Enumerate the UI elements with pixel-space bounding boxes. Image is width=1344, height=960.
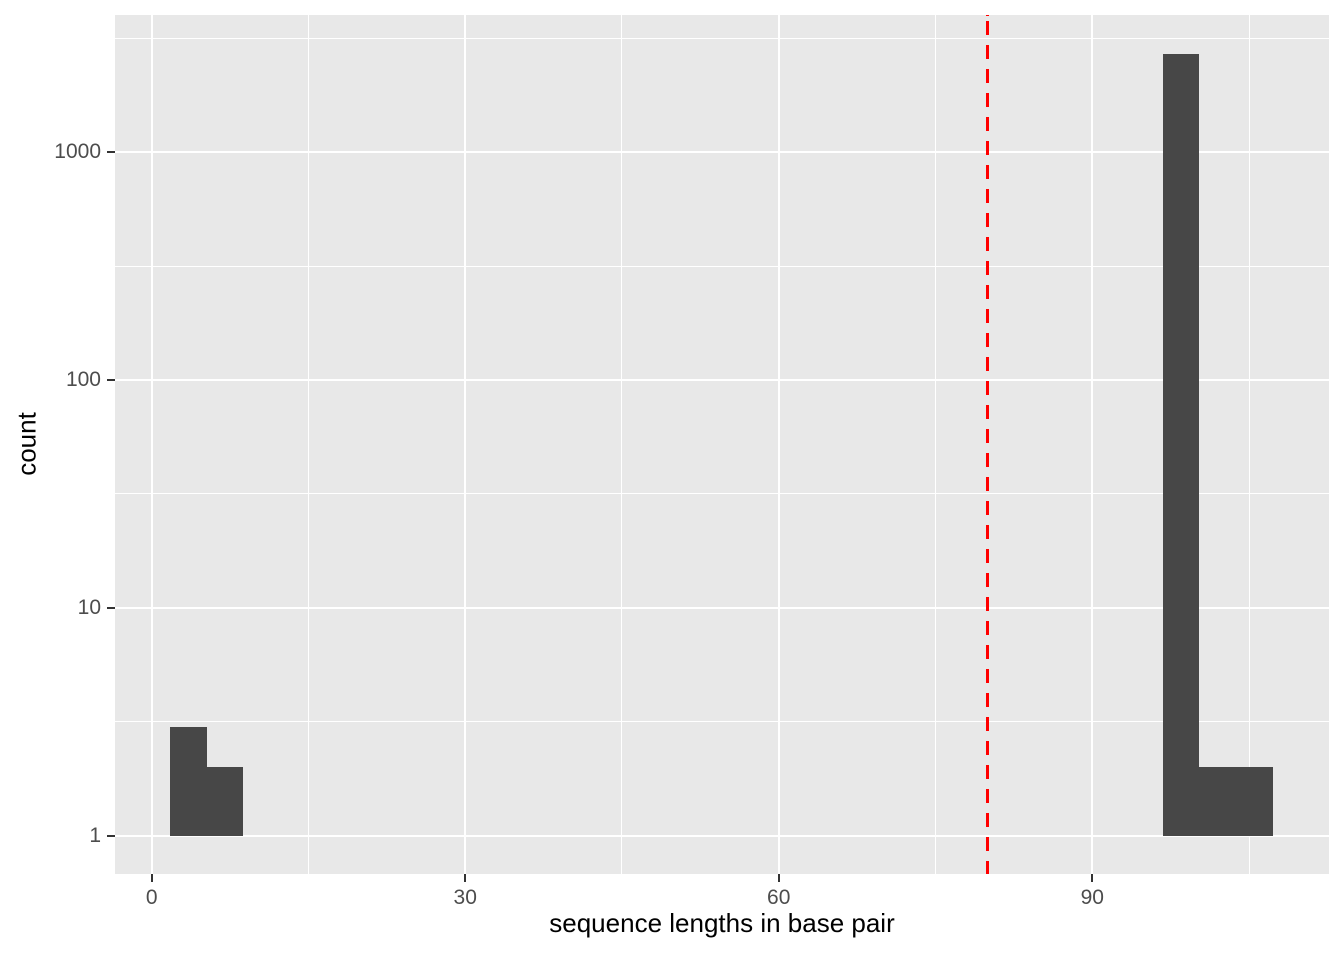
- y-tick-mark: [107, 606, 115, 609]
- y-major-gridline: [115, 151, 1329, 153]
- x-minor-gridline: [1248, 15, 1250, 874]
- x-tick-mark: [777, 874, 780, 882]
- x-tick-mark: [464, 874, 467, 882]
- y-minor-gridline: [115, 493, 1329, 495]
- y-minor-gridline: [115, 265, 1329, 267]
- y-tick-mark: [107, 151, 115, 153]
- histogram-bar: [1162, 53, 1200, 836]
- x-major-gridline: [1091, 15, 1094, 874]
- x-tick-label: 30: [453, 886, 477, 909]
- x-tick-label: 0: [145, 886, 158, 909]
- x-tick-mark: [150, 874, 153, 882]
- histogram-bar: [206, 767, 244, 836]
- y-minor-gridline: [115, 721, 1329, 723]
- x-minor-gridline: [621, 15, 623, 874]
- y-axis-title: count: [11, 412, 42, 476]
- x-minor-gridline: [935, 15, 937, 874]
- x-major-gridline: [150, 15, 153, 874]
- x-tick-label: 60: [767, 886, 791, 909]
- y-tick-label: 1: [89, 823, 101, 847]
- y-tick-mark: [107, 834, 115, 837]
- x-tick-label: 90: [1080, 886, 1104, 909]
- histogram-bar: [1199, 767, 1273, 836]
- x-minor-gridline: [307, 15, 309, 874]
- x-tick-mark: [1091, 874, 1094, 882]
- histogram-bar: [169, 727, 207, 836]
- y-major-gridline: [115, 378, 1329, 381]
- plot-panel: [115, 15, 1329, 874]
- y-tick-label: 100: [65, 367, 101, 391]
- x-axis-title: sequence lengths in base pair: [549, 908, 895, 938]
- y-major-gridline: [115, 606, 1329, 609]
- y-minor-gridline: [115, 37, 1329, 39]
- y-tick-label: 1000: [54, 140, 101, 163]
- y-tick-mark: [107, 378, 115, 381]
- x-major-gridline: [464, 15, 467, 874]
- threshold-line: [986, 15, 990, 874]
- x-major-gridline: [777, 15, 780, 874]
- y-major-gridline: [115, 834, 1329, 837]
- y-tick-label: 10: [77, 595, 101, 619]
